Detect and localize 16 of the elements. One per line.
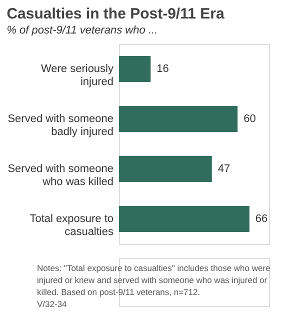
text: Notes: "Total exposure to casualties" includes those who were injured or knew and served with someone who was injured or killed. Based on post-9/11 veterans, n=712. — [37, 263, 271, 297]
bar — [119, 106, 238, 132]
data-label: 47 — [218, 163, 230, 175]
chart-title: Casualties in the Post-9/11 Era — [6, 6, 225, 22]
y-tick-label: Served with someone who was killed — [8, 163, 114, 188]
data-label: 66 — [255, 213, 268, 225]
text: V/32-34 — [37, 299, 68, 309]
chart-subtitle: % of post-9/11 veterans who ... — [6, 24, 158, 36]
bar — [119, 56, 151, 82]
bar — [119, 156, 212, 182]
y-tick-label: Total exposure to casualties — [30, 213, 114, 238]
y-tick-label: Served with someone badly injured — [8, 113, 114, 138]
data-label: 60 — [244, 113, 256, 125]
data-label: 16 — [156, 63, 169, 75]
y-tick-label: Were seriously injured — [40, 63, 114, 88]
bar — [119, 206, 250, 232]
